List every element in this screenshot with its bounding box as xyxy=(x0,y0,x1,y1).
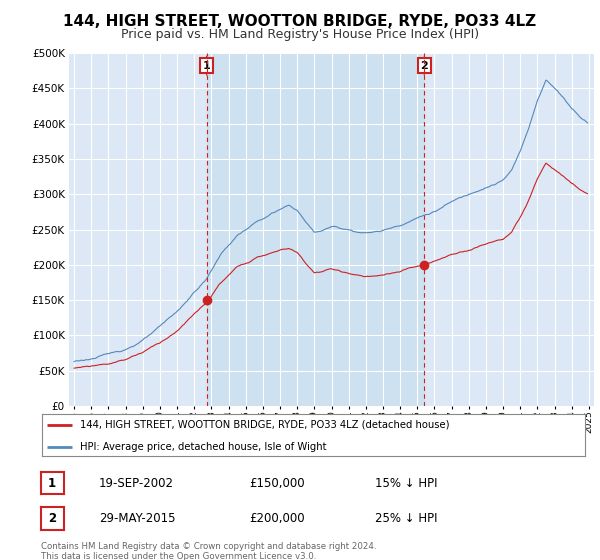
Text: Contains HM Land Registry data © Crown copyright and database right 2024.
This d: Contains HM Land Registry data © Crown c… xyxy=(41,542,376,560)
Text: 1: 1 xyxy=(203,60,211,71)
Text: £200,000: £200,000 xyxy=(249,512,305,525)
Bar xyxy=(206,53,424,406)
Text: Price paid vs. HM Land Registry's House Price Index (HPI): Price paid vs. HM Land Registry's House … xyxy=(121,28,479,41)
Text: 2: 2 xyxy=(48,512,56,525)
Text: 19-SEP-2002: 19-SEP-2002 xyxy=(99,477,174,490)
Text: £150,000: £150,000 xyxy=(249,477,305,490)
Text: 25% ↓ HPI: 25% ↓ HPI xyxy=(375,512,437,525)
Text: 144, HIGH STREET, WOOTTON BRIDGE, RYDE, PO33 4LZ: 144, HIGH STREET, WOOTTON BRIDGE, RYDE, … xyxy=(64,14,536,29)
Text: 2: 2 xyxy=(421,60,428,71)
Text: 15% ↓ HPI: 15% ↓ HPI xyxy=(375,477,437,490)
Text: 144, HIGH STREET, WOOTTON BRIDGE, RYDE, PO33 4LZ (detached house): 144, HIGH STREET, WOOTTON BRIDGE, RYDE, … xyxy=(80,420,449,430)
Text: 1: 1 xyxy=(48,477,56,490)
Text: HPI: Average price, detached house, Isle of Wight: HPI: Average price, detached house, Isle… xyxy=(80,442,326,452)
Text: 29-MAY-2015: 29-MAY-2015 xyxy=(99,512,176,525)
